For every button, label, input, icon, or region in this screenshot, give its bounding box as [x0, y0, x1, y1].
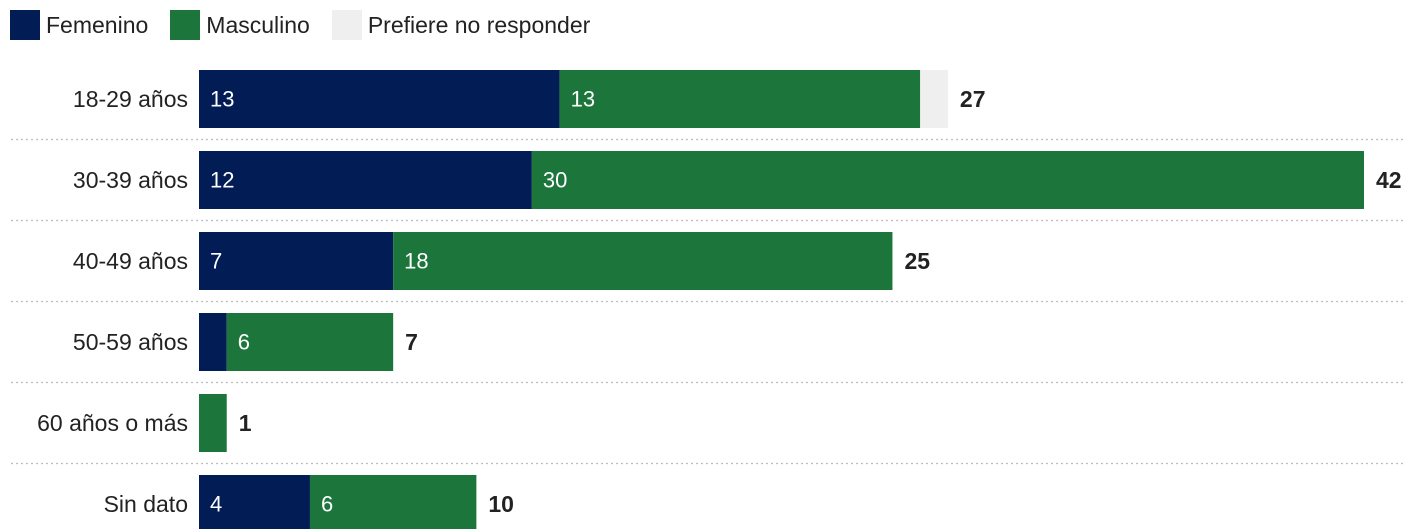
total-label-18-29-anos: 27 [960, 86, 986, 112]
legend-item-femenino: Femenino [10, 10, 148, 40]
category-label-50-59-anos: 50-59 años [73, 329, 188, 355]
category-label-30-39-anos: 30-39 años [73, 167, 188, 193]
bar-segment-prefiere-no-responder-18-29-anos [920, 70, 948, 128]
bar-segment-femenino-18-29-anos [199, 70, 560, 128]
legend-swatch-prefiere-no-responder [331, 10, 362, 40]
category-label-60-anos-o-mas: 60 años o más [37, 410, 188, 436]
legend-label-masculino: Masculino [206, 11, 310, 38]
total-label-50-59-anos: 7 [405, 329, 418, 355]
total-label-40-49-anos: 25 [904, 248, 930, 274]
chart-legend: Femenino Masculino Prefiere no responder [10, 9, 590, 41]
bar-segment-femenino-50-59-anos [199, 313, 227, 371]
category-label-18-29-anos: 18-29 años [73, 86, 188, 112]
total-label-60-anos-o-mas: 1 [239, 410, 252, 436]
data-label-femenino-30-39-anos: 12 [210, 168, 234, 193]
data-label-femenino-40-49-anos: 7 [210, 249, 222, 274]
bar-segment-masculino-50-59-anos [226, 313, 394, 371]
bar-segment-masculino-18-29-anos [559, 70, 921, 128]
legend-swatch-masculino [170, 10, 201, 40]
bar-segment-masculino-sin-dato [309, 475, 477, 529]
legend-item-prefiere-no-responder: Prefiere no responder [331, 10, 591, 40]
bar-segment-femenino-sin-dato [199, 475, 310, 529]
legend-label-prefiere-no-responder: Prefiere no responder [367, 11, 591, 38]
legend-item-masculino: Masculino [170, 10, 310, 40]
data-label-masculino-50-59-anos: 6 [238, 330, 250, 355]
data-label-masculino-40-49-anos: 18 [404, 249, 428, 274]
legend-label-femenino: Femenino [46, 11, 149, 38]
total-label-sin-dato: 10 [488, 491, 514, 517]
bar-segment-masculino-40-49-anos [393, 232, 893, 290]
category-label-40-49-anos: 40-49 años [73, 248, 188, 274]
bar-segment-femenino-30-39-anos [199, 151, 532, 209]
legend-swatch-femenino [10, 10, 40, 40]
category-label-sin-dato: Sin dato [104, 491, 188, 517]
data-label-femenino-sin-dato: 4 [210, 492, 222, 517]
data-label-masculino-30-39-anos: 30 [543, 168, 567, 193]
data-label-masculino-18-29-anos: 13 [571, 87, 595, 112]
bar-segment-masculino-60-anos-o-mas [199, 394, 227, 452]
data-label-masculino-sin-dato: 6 [321, 492, 333, 517]
data-label-femenino-18-29-anos: 13 [210, 87, 234, 112]
bar-segment-masculino-30-39-anos [531, 151, 1364, 209]
bar-segment-femenino-40-49-anos [199, 232, 394, 290]
total-label-30-39-anos: 42 [1376, 167, 1402, 193]
